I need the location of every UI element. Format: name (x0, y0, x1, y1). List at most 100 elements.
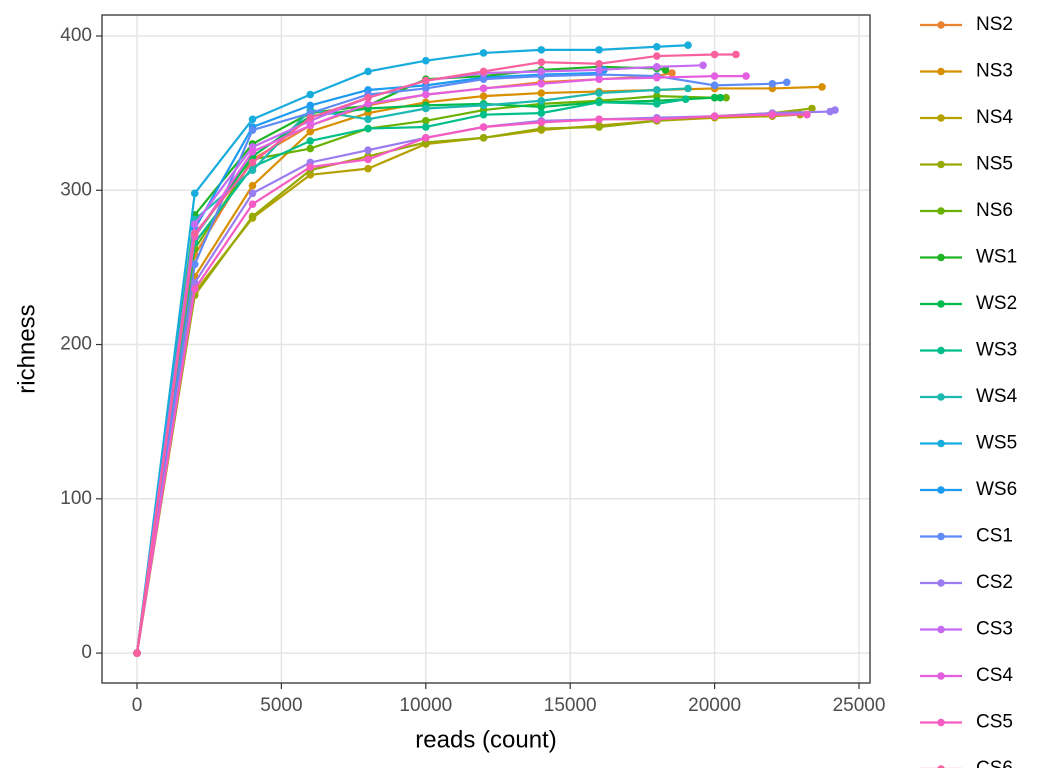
x-tick-label: 15000 (544, 695, 597, 716)
point (190, 189, 199, 198)
point (422, 56, 430, 65)
point (653, 42, 661, 51)
point (537, 58, 546, 67)
legend-key-point (937, 625, 945, 634)
x-tick-label: 0 (132, 695, 143, 716)
point (537, 80, 546, 88)
point (306, 90, 315, 99)
legend-key-point (937, 160, 945, 169)
x-tick-label: 20000 (688, 695, 741, 716)
point (537, 96, 546, 105)
point (306, 113, 315, 122)
point (768, 80, 777, 88)
point (661, 66, 670, 74)
point (710, 50, 719, 59)
legend-label: NS6 (976, 200, 1013, 221)
point (248, 181, 257, 190)
point (684, 41, 692, 50)
series-line (135, 71, 673, 654)
series-line (135, 95, 727, 654)
point (190, 229, 199, 238)
point (595, 66, 603, 74)
point (364, 164, 372, 173)
point (479, 49, 488, 57)
point (808, 104, 816, 113)
point (133, 649, 141, 657)
point (768, 110, 777, 119)
series-line (135, 68, 605, 654)
legend-label: CS2 (976, 572, 1013, 593)
y-tick-label: 100 (60, 488, 92, 509)
point (653, 63, 661, 71)
point (479, 123, 488, 131)
point (668, 69, 676, 77)
point (248, 200, 257, 208)
point (653, 115, 661, 124)
point (479, 110, 488, 119)
point (732, 50, 740, 59)
point (722, 93, 730, 102)
legend-key-point (937, 346, 945, 355)
point (684, 84, 692, 93)
x-tick-label: 10000 (399, 695, 452, 716)
point (422, 123, 430, 131)
legend-key-point (937, 114, 945, 122)
point (364, 93, 372, 102)
point (248, 189, 257, 198)
series-line (135, 108, 836, 654)
legend-label: CS6 (976, 758, 1013, 768)
legend-label: WS4 (976, 386, 1018, 407)
point (831, 106, 839, 114)
legend-key-point (937, 207, 945, 215)
x-axis-title: reads (count) (415, 726, 556, 753)
series-line (135, 87, 689, 654)
point (537, 67, 546, 76)
legend-key-point (937, 672, 945, 680)
point (479, 92, 488, 100)
point (479, 101, 488, 110)
point (306, 127, 315, 136)
point (190, 285, 199, 293)
legend-key-point (937, 579, 945, 587)
legend-label: WS1 (976, 247, 1017, 268)
legend-label: WS2 (976, 293, 1017, 314)
legend-key-point (937, 718, 945, 727)
point (190, 220, 199, 228)
point (537, 109, 546, 117)
point (782, 78, 791, 87)
point (710, 81, 719, 90)
point (537, 89, 546, 97)
point (306, 121, 315, 130)
legend-label: CS3 (976, 619, 1013, 640)
series-line (135, 96, 721, 654)
point (479, 67, 488, 76)
point (710, 93, 719, 102)
point (364, 100, 372, 108)
legend-label: CS4 (976, 665, 1013, 686)
point (803, 110, 811, 119)
point (306, 137, 315, 145)
point (422, 84, 430, 93)
point (653, 100, 661, 108)
point (479, 75, 488, 83)
point (742, 72, 750, 80)
legend-label: NS5 (976, 154, 1013, 175)
plot-border (101, 14, 871, 684)
point (422, 117, 430, 125)
point (595, 75, 603, 83)
series-line (135, 113, 808, 654)
series-line (135, 113, 801, 654)
series-line (135, 74, 747, 654)
point (422, 90, 430, 99)
series-line (135, 64, 704, 654)
point (595, 98, 603, 107)
point (479, 84, 488, 93)
legend-key-point (937, 253, 945, 262)
point (422, 134, 430, 142)
y-tick-label: 200 (60, 334, 92, 355)
point (422, 104, 430, 113)
point (537, 124, 546, 133)
legend-label: WS3 (976, 340, 1017, 361)
